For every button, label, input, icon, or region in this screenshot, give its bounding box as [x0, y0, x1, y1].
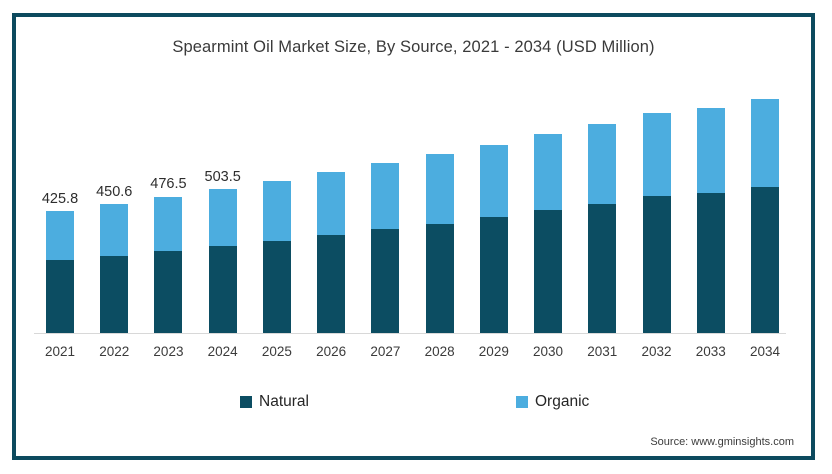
bar-organic-2030[interactable]: [534, 134, 563, 210]
x-tick-label-2024: 2024: [207, 344, 238, 359]
x-tick-label-2031: 2031: [587, 344, 618, 359]
bar-organic-2026[interactable]: [317, 172, 346, 236]
x-tick-label-2021: 2021: [44, 344, 76, 359]
legend-item-natural[interactable]: Natural: [240, 393, 309, 411]
x-tick-label-2034: 2034: [749, 344, 780, 359]
chart-title: Spearmint Oil Market Size, By Source, 20…: [172, 38, 655, 56]
x-tick-label-2025: 2025: [261, 344, 292, 359]
total-label-2023: 476.5: [150, 176, 187, 193]
bar-natural-2025[interactable]: [262, 241, 291, 333]
bar-natural-2026[interactable]: [317, 235, 346, 333]
bar-natural-2027[interactable]: [371, 229, 400, 333]
bar-organic-2029[interactable]: [479, 144, 508, 218]
bar-natural-2028[interactable]: [425, 223, 454, 333]
total-label-2022: 450.6: [96, 183, 133, 200]
bar-natural-2024[interactable]: [208, 245, 237, 333]
x-tick-label-2022: 2022: [99, 344, 130, 359]
legend-label-natural: Natural: [259, 393, 309, 410]
bar-organic-2021[interactable]: [46, 211, 74, 260]
bar-natural-2031[interactable]: [588, 203, 617, 333]
bar-natural-2033[interactable]: [696, 193, 725, 333]
x-axis-line: [34, 333, 786, 334]
bar-natural-2032[interactable]: [642, 196, 671, 333]
bar-organic-2023[interactable]: [154, 196, 183, 251]
x-tick-label-2033: 2033: [695, 344, 726, 359]
bar-organic-2024[interactable]: [208, 188, 237, 246]
bar-natural-2022[interactable]: [100, 255, 129, 333]
bar-organic-2032[interactable]: [642, 112, 671, 197]
source-note: Source: www.gminsights.com: [650, 436, 794, 448]
chart-frame-border: [12, 13, 815, 460]
x-tick-label-2032: 2032: [641, 344, 672, 359]
legend-label-organic: Organic: [535, 393, 590, 410]
bar-organic-2034[interactable]: [750, 99, 779, 188]
bar-organic-2031[interactable]: [588, 124, 617, 204]
total-label-2024: 503.5: [204, 168, 241, 185]
bar-organic-2025[interactable]: [262, 181, 291, 242]
x-tick-label-2028: 2028: [424, 344, 455, 359]
x-tick-label-2029: 2029: [478, 344, 509, 359]
natural-swatch-icon: [240, 396, 252, 408]
total-label-2021: 425.8: [41, 191, 79, 208]
bar-natural-2023[interactable]: [154, 250, 183, 333]
bar-organic-2027[interactable]: [371, 163, 400, 230]
bar-natural-2030[interactable]: [534, 209, 563, 333]
bar-organic-2033[interactable]: [696, 107, 725, 194]
bar-natural-2034[interactable]: [750, 187, 779, 333]
x-tick-label-2027: 2027: [370, 344, 401, 359]
bar-organic-2022[interactable]: [100, 203, 129, 256]
x-tick-label-2023: 2023: [153, 344, 184, 359]
bar-natural-2021[interactable]: [46, 259, 74, 333]
x-tick-label-2030: 2030: [533, 344, 564, 359]
organic-swatch-icon: [516, 396, 528, 408]
bar-natural-2029[interactable]: [479, 217, 508, 333]
x-tick-label-2026: 2026: [316, 344, 347, 359]
bar-organic-2028[interactable]: [425, 154, 454, 224]
legend-item-organic[interactable]: Organic: [516, 393, 589, 411]
